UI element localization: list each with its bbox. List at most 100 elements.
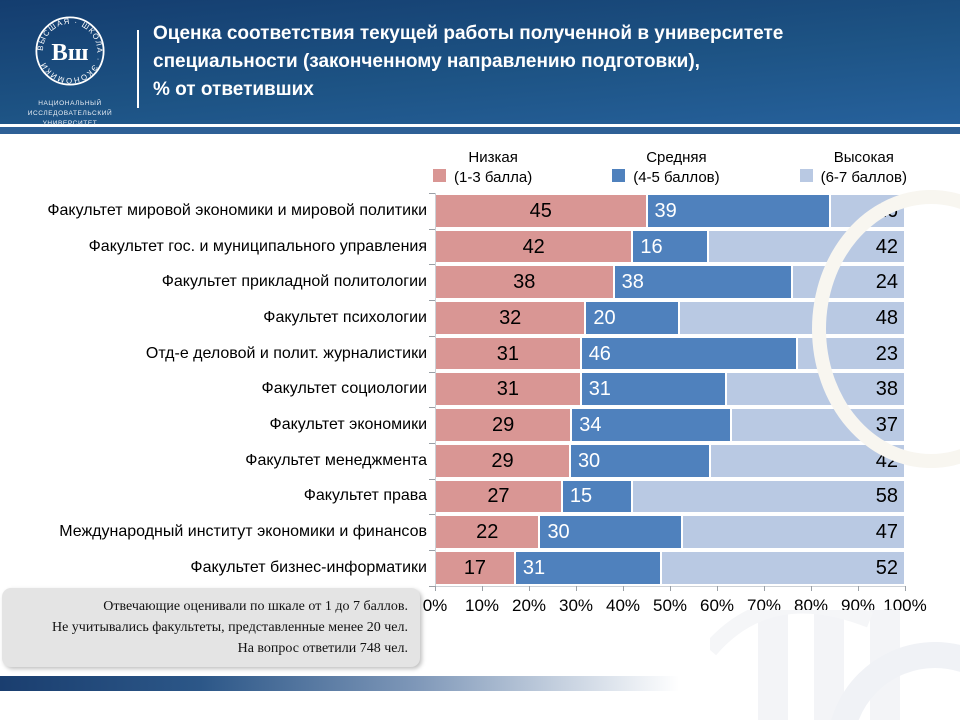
category-label: Факультет мировой экономики и мировой по… — [47, 201, 427, 219]
legend-swatch-high — [799, 169, 813, 182]
x-tick-label: 60% — [699, 596, 735, 615]
bar-value: 29 — [492, 413, 515, 436]
y-tick — [429, 371, 435, 373]
bar-segment-high: 24 — [792, 265, 905, 300]
category-label: Факультет психологии — [263, 308, 427, 326]
bar-segment-high: 42 — [709, 443, 905, 478]
bar-segment-low: 22 — [435, 515, 540, 549]
bar-segment-high: 23 — [796, 336, 905, 371]
bar-segment-high: 47 — [681, 515, 905, 549]
bar-segment-mid: 38 — [613, 265, 793, 300]
bar-value: 16 — [640, 235, 663, 258]
chart-legend: Низкая (1-3 балла) Средняя (4-5 баллов) … — [433, 142, 907, 188]
chart-row: Международный институт экономики и финан… — [0, 514, 905, 550]
bar-value: 16 — [875, 199, 898, 222]
bar-value: 31 — [522, 556, 546, 579]
legend-label-low: Низкая (1-3 балла) — [454, 149, 533, 186]
bar-segment-mid: 34 — [571, 408, 732, 442]
y-tick — [429, 442, 435, 444]
category-label: Международный институт экономики и финан… — [59, 523, 427, 541]
bar-segment-low: 42 — [435, 229, 633, 264]
bar-stack: 17 31 52 — [435, 550, 905, 586]
bar-value: 30 — [577, 449, 601, 472]
x-tick — [717, 586, 718, 591]
bar-segment-high: 37 — [731, 408, 905, 442]
bar-value: 45 — [529, 199, 552, 222]
category-label: Отд-е деловой и полит. журналистики — [145, 344, 427, 362]
hse-logo: ВЫСШАЯ · ШКОЛА · ЭКОНОМИКИ Вш НАЦИОНАЛЬН… — [14, 10, 126, 127]
category-label: Факультет экономики — [269, 415, 427, 433]
x-tick — [529, 586, 530, 591]
chart-row: Факультет гос. и муниципального управлен… — [0, 229, 905, 265]
y-tick — [429, 478, 435, 480]
header: ВЫСШАЯ · ШКОЛА · ЭКОНОМИКИ Вш НАЦИОНАЛЬН… — [0, 0, 960, 127]
x-tick-label: 90% — [840, 596, 876, 615]
x-tick — [764, 586, 765, 591]
x-tick — [435, 586, 436, 591]
legend-entry-mid: Средняя (4-5 баллов) — [612, 142, 720, 188]
bar-segment-low: 27 — [435, 479, 562, 514]
bar-segment-mid: 30 — [539, 515, 682, 549]
bar-segment-low: 38 — [435, 265, 614, 300]
y-tick — [429, 407, 435, 409]
y-tick — [429, 228, 435, 230]
bar-value: 31 — [496, 342, 519, 365]
bar-value: 38 — [513, 271, 536, 294]
bar-value: 31 — [496, 378, 519, 401]
bar-stack: 29 34 37 — [435, 407, 905, 443]
x-tick-label: 10% — [464, 596, 500, 615]
bar-stack: 45 39 16 — [435, 193, 905, 229]
x-tick-label: 80% — [793, 596, 829, 615]
bar-stack: 42 16 42 — [435, 229, 905, 265]
bar-value: 42 — [522, 235, 545, 258]
category-label: Факультет менеджмента — [245, 451, 427, 469]
bar-segment-low: 17 — [435, 550, 515, 585]
hse-emblem-icon: ВЫСШАЯ · ШКОЛА · ЭКОНОМИКИ Вш — [35, 16, 105, 86]
bar-segment-low: 31 — [435, 372, 581, 407]
y-tick — [429, 335, 435, 337]
bar-segment-mid: 16 — [632, 229, 708, 264]
category-label: Факультет прикладной политологии — [161, 273, 427, 291]
chart-row: Факультет права 27 15 58 — [0, 479, 905, 515]
bar-value: 39 — [654, 199, 677, 222]
bar-segment-high: 42 — [707, 229, 905, 264]
x-tick-label: 50% — [652, 596, 688, 615]
bar-segment-high: 48 — [679, 301, 905, 335]
header-accent-strip — [0, 127, 960, 134]
x-tick-label: 20% — [511, 596, 547, 615]
x-tick-label: 40% — [605, 596, 641, 615]
bar-value: 17 — [463, 556, 487, 579]
bar-value: 30 — [547, 521, 570, 544]
emblem-letters: Вш — [51, 39, 88, 66]
bar-value: 58 — [875, 485, 898, 508]
bar-segment-high: 38 — [726, 372, 905, 407]
y-tick — [429, 585, 435, 587]
legend-entry-high: Высокая (6-7 баллов) — [799, 142, 907, 188]
x-tick-label: 70% — [746, 596, 782, 615]
x-tick — [482, 586, 483, 591]
chart-rows: Факультет мировой экономики и мировой по… — [0, 193, 905, 586]
bar-value: 42 — [875, 235, 898, 258]
bar-value: 29 — [491, 449, 514, 472]
hse-watermark-icon — [710, 610, 960, 720]
y-tick — [429, 514, 435, 516]
bar-segment-mid: 30 — [569, 443, 710, 478]
category-label: Факультет бизнес-информатики — [190, 558, 427, 576]
x-tick — [623, 586, 624, 591]
bar-value: 38 — [621, 271, 644, 294]
bar-stack: 29 30 42 — [435, 443, 905, 479]
chart-row: Отд-е деловой и полит. журналистики 31 46 2… — [0, 336, 905, 372]
bar-segment-mid: 46 — [580, 336, 797, 371]
bar-segment-low: 29 — [435, 443, 570, 478]
bar-value: 23 — [875, 342, 898, 365]
x-tick — [858, 586, 859, 591]
bar-value: 32 — [499, 306, 522, 329]
legend-entry-low: Низкая (1-3 балла) — [433, 142, 532, 188]
bar-segment-high: 16 — [829, 194, 905, 228]
bar-value: 24 — [875, 271, 898, 294]
bar-stack: 31 31 38 — [435, 371, 905, 407]
legend-label-mid: Средняя (4-5 баллов) — [633, 149, 720, 186]
bar-stack: 27 15 58 — [435, 479, 905, 515]
category-label: Факультет права — [303, 487, 427, 505]
